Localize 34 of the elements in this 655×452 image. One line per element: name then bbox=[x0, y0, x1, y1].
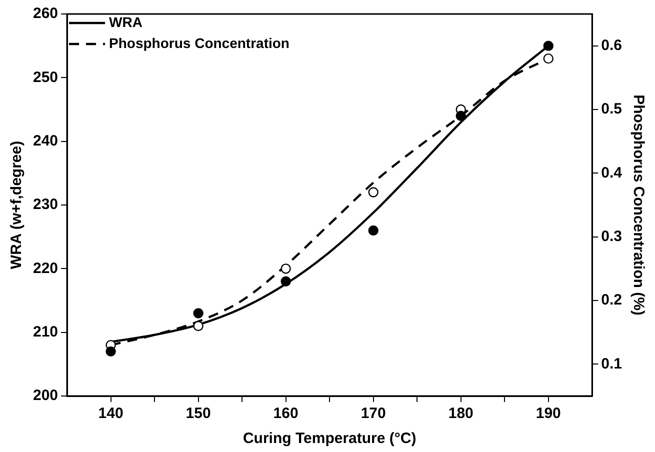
y2-tick-label: 0.1 bbox=[601, 355, 622, 372]
point bbox=[368, 187, 378, 198]
y-tick-label: 240 bbox=[32, 132, 58, 150]
y-axis-title: WRA (w+f,degree) bbox=[8, 140, 26, 270]
x-tick-label: 170 bbox=[360, 405, 386, 422]
x-tick-label: 180 bbox=[448, 405, 474, 422]
point bbox=[280, 276, 291, 286]
point bbox=[368, 225, 378, 236]
y2-tick-label: 0.3 bbox=[601, 228, 622, 245]
point bbox=[193, 320, 204, 332]
x-tick-label: 190 bbox=[536, 405, 561, 422]
x-tick-label: 160 bbox=[273, 405, 298, 422]
y2-tick-label: 0.4 bbox=[601, 164, 623, 182]
y2-tick-label: 0.6 bbox=[601, 36, 622, 54]
y2-axis-title: Phosphorus Concentration (%) bbox=[630, 94, 647, 316]
point bbox=[543, 40, 554, 51]
y-tick-label: 250 bbox=[32, 68, 58, 86]
point bbox=[543, 53, 554, 64]
y2-tick-label: 0.5 bbox=[601, 100, 622, 118]
y-tick-label: 200 bbox=[32, 387, 58, 404]
x-axis-title: Curing Temperature (°C) bbox=[242, 430, 416, 448]
y-tick-label: 230 bbox=[32, 196, 58, 214]
y2-tick-label: 0.2 bbox=[601, 292, 622, 309]
legend-label: WRA bbox=[109, 14, 142, 30]
x-tick-label: 150 bbox=[186, 405, 211, 422]
y-tick-label: 210 bbox=[32, 323, 58, 340]
point bbox=[280, 264, 291, 274]
legend-label: Phosphorus Concentration bbox=[109, 34, 290, 51]
point bbox=[193, 308, 204, 318]
point bbox=[106, 346, 116, 357]
y-tick-label: 220 bbox=[32, 260, 58, 277]
point bbox=[456, 110, 466, 121]
y-tick-label: 260 bbox=[32, 5, 58, 22]
x-tick-label: 140 bbox=[98, 405, 124, 422]
